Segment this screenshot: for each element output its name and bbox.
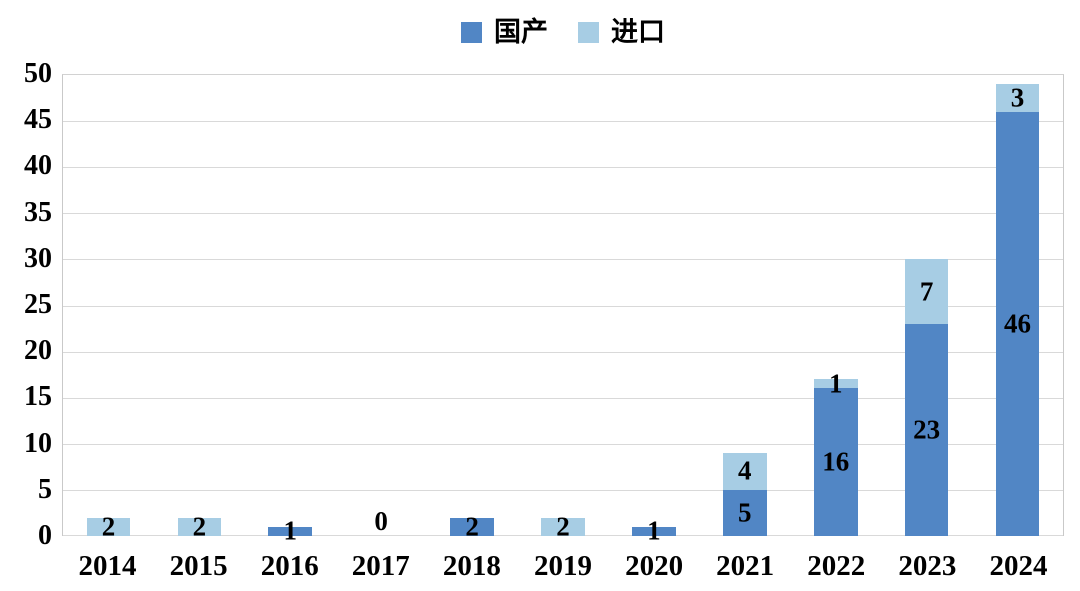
- bar-segment-2024-进口: 3: [995, 82, 1040, 113]
- zero-label-2017: 0: [374, 506, 388, 536]
- legend-label-domestic: 国产: [494, 16, 548, 47]
- category-2015: 2: [154, 75, 245, 540]
- bar-label-2019-进口: 2: [556, 511, 570, 542]
- bar-segment-2014-进口: 2: [86, 513, 131, 540]
- legend-item-imported: 进口: [578, 16, 665, 47]
- bar-label-2014-进口: 2: [101, 511, 116, 542]
- gridline-15: [63, 397, 1063, 399]
- bar-label-2022-国产: 16: [822, 446, 850, 477]
- y-tick-label-35: 35: [24, 196, 52, 228]
- bar-label-2024-进口: 3: [1010, 82, 1025, 113]
- gridline-40: [63, 167, 1063, 169]
- x-tick-label-2014: 2014: [78, 550, 137, 582]
- bar-segment-2021-进口: 4: [722, 453, 767, 490]
- x-axis: 2014 2015 2016 2017 2018 2019 2020 2021 2022 2023…: [62, 546, 1064, 586]
- x-tick-label-2018: 2018: [442, 550, 501, 582]
- y-tick-label-45: 45: [24, 104, 52, 136]
- bar-segment-2022-进口: 1: [813, 370, 858, 397]
- bar-label-2018-国产: 2: [465, 511, 479, 542]
- y-tick-label-25: 25: [24, 289, 52, 320]
- bar-stack-2023: 23 7: [904, 75, 949, 536]
- x-tick-label-2021: 2021: [716, 550, 775, 582]
- category-2014: 2: [63, 75, 154, 540]
- bar-stack-2022: 16 1: [813, 75, 858, 536]
- y-tick-label-0: 0: [38, 520, 52, 551]
- category-2016: 1: [245, 75, 336, 544]
- y-tick-label-15: 15: [24, 381, 52, 413]
- bar-label-2022-进口: 1: [828, 368, 843, 399]
- bar-segment-2019-进口: 2: [541, 513, 585, 540]
- bar-stack-2020: 1: [632, 75, 676, 544]
- bar-label-2023-进口: 7: [919, 276, 934, 307]
- bar-stack-2018: 2: [450, 75, 494, 540]
- y-tick-label-10: 10: [24, 427, 52, 459]
- gridline-45: [63, 121, 1063, 123]
- category-2017: 0: [336, 75, 427, 536]
- y-tick-label-30: 30: [24, 242, 52, 274]
- plot-area: 2 2 1 0 2 2 1 5 4 16 1 23 7 46 3: [62, 74, 1064, 544]
- legend: 国产 进口: [62, 14, 1064, 50]
- y-tick-label-50: 50: [24, 58, 52, 89]
- gridline-35: [63, 213, 1063, 215]
- x-tick-label-2015: 2015: [169, 550, 228, 582]
- x-tick-label-2024: 2024: [989, 550, 1048, 582]
- legend-item-domestic: 国产: [461, 16, 548, 47]
- gridline-30: [63, 259, 1063, 261]
- gridline-20: [63, 351, 1063, 353]
- bar-segment-2024-国产: 46: [995, 111, 1040, 536]
- bar-label-2023-国产: 23: [913, 414, 941, 445]
- category-2023: 23 7: [881, 75, 972, 536]
- y-axis: 0 5 10 15 20 25 30 35 40 45 50: [0, 60, 52, 550]
- bar-segment-2023-进口: 7: [904, 259, 949, 324]
- x-tick-label-2023: 2023: [898, 550, 957, 582]
- x-tick-label-2020: 2020: [625, 550, 684, 582]
- bar-label-2015-进口: 2: [192, 511, 207, 542]
- bar-label-2016-国产: 1: [283, 515, 298, 546]
- x-tick-label-2017: 2017: [351, 550, 410, 582]
- bar-segment-2021-国产: 5: [722, 489, 767, 536]
- legend-label-imported: 进口: [611, 16, 665, 47]
- bar-segment-2023-国产: 23: [904, 323, 949, 536]
- bar-segment-2020-国产: 1: [632, 517, 676, 544]
- bar-stack-2015: 2: [177, 75, 222, 540]
- bar-label-2021-国产: 5: [738, 497, 752, 528]
- bar-segment-2022-国产: 16: [813, 388, 858, 536]
- bar-stack-2019: 2: [541, 75, 585, 540]
- category-2024: 46 3: [972, 75, 1063, 536]
- gridline-5: [63, 489, 1063, 491]
- gridline-10: [63, 443, 1063, 445]
- bar-label-2020-国产: 1: [647, 515, 661, 546]
- category-2022: 16 1: [790, 75, 881, 536]
- bar-segment-2016-国产: 1: [268, 517, 313, 544]
- bar-stack-2024: 46 3: [995, 75, 1040, 536]
- x-tick-label-2019: 2019: [533, 550, 592, 582]
- y-tick-label-20: 20: [24, 335, 52, 367]
- bar-label-2024-国产: 46: [1004, 308, 1032, 339]
- y-tick-label-40: 40: [24, 150, 52, 182]
- bar-segment-2015-进口: 2: [177, 513, 222, 540]
- bar-stack-2016: 1: [268, 75, 313, 544]
- bar-stack-2017: 0: [359, 75, 403, 536]
- y-tick-label-5: 5: [38, 473, 52, 505]
- domestic-swatch-icon: [461, 21, 482, 43]
- x-tick-label-2016: 2016: [260, 550, 319, 582]
- category-2018: 2: [427, 75, 518, 540]
- bar-label-2021-进口: 4: [738, 455, 752, 486]
- category-2019: 2: [518, 75, 609, 540]
- imported-swatch-icon: [578, 21, 599, 43]
- gridline-25: [63, 305, 1063, 307]
- bar-stack-2014: 2: [86, 75, 131, 540]
- category-2020: 1: [608, 75, 699, 544]
- x-tick-label-2022: 2022: [807, 550, 866, 582]
- bar-segment-2018-国产: 2: [450, 513, 494, 540]
